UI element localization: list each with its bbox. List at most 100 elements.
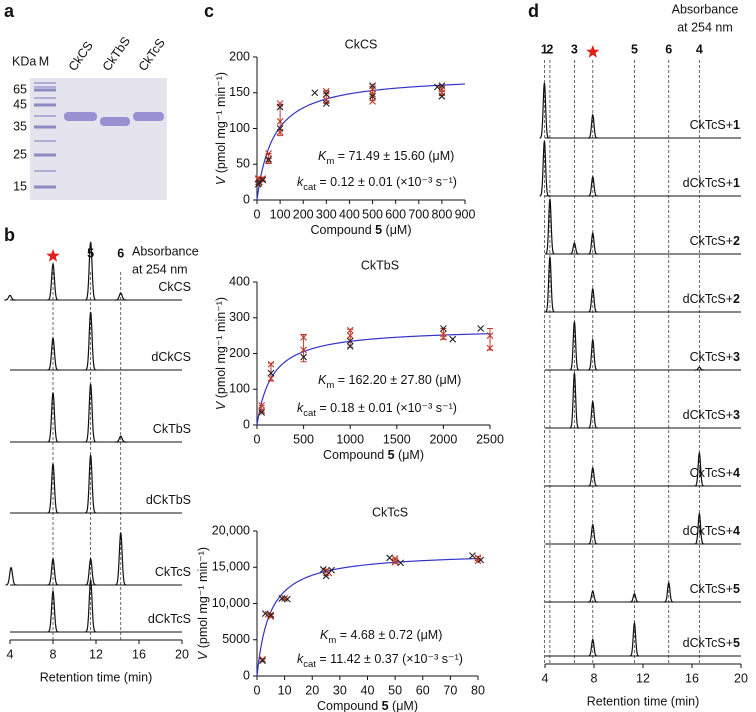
peak [4, 294, 16, 301]
annotation: Km = 162.20 ± 27.80 (μM) [318, 373, 461, 390]
trace-label: dCkCS [151, 350, 191, 364]
peak [694, 366, 705, 371]
text-segment: = 71.49 ± 15.60 (μM) [334, 149, 454, 163]
annotation: kcat = 0.18 ± 0.01 (×10⁻³ s⁻¹) [297, 401, 457, 418]
peak [629, 620, 640, 657]
trace-compound: 5 [733, 636, 740, 650]
trace-name: dCkTcS+ [683, 176, 733, 190]
data-point [386, 554, 393, 562]
data-point [440, 334, 447, 341]
trace-compound: 4 [733, 524, 740, 538]
y-tick-label: 15,000 [212, 560, 250, 574]
chart-title: CkTbS [361, 258, 399, 272]
trace-label: CkTcS [155, 565, 191, 579]
text-segment: m [328, 635, 336, 646]
text-segment: (pmol mg⁻¹ min⁻¹) [214, 72, 228, 177]
x-tick-label: 2000 [429, 432, 457, 446]
data-point [397, 559, 405, 567]
data-point [267, 360, 275, 368]
peak [47, 336, 59, 371]
ladder-band [34, 115, 56, 117]
y-axis-label: V (pmol mg⁻¹ min⁻¹) [214, 297, 228, 410]
text-segment: 5 [388, 448, 395, 462]
x-tick-label: 10 [278, 683, 292, 697]
peak [587, 113, 598, 139]
peak-label: 4 [696, 42, 703, 56]
text-segment: k [297, 401, 304, 415]
annotation: kcat = 0.12 ± 0.01 (×10⁻³ s⁻¹) [297, 175, 457, 192]
x-tick-label: 700 [408, 207, 429, 221]
text-segment: V [214, 175, 228, 185]
trace-name: CkTcS+ [690, 582, 733, 596]
trace-label: CkTcS+2 [690, 234, 740, 248]
x-tick-label: 4 [7, 647, 14, 661]
panel-label: b [4, 225, 15, 245]
y-tick-label: 150 [229, 85, 250, 99]
y-tick-label: 0 [243, 668, 250, 682]
text-segment: 5 [382, 699, 389, 712]
x-tick-label: 20 [175, 647, 189, 661]
y-axis-label: V (pmol mg⁻¹ min⁻¹) [196, 547, 210, 660]
data-point [477, 556, 485, 564]
peak [587, 523, 598, 545]
text-segment: cat [303, 659, 316, 670]
y-tick-label: 200 [229, 49, 250, 63]
trace-compound: 4 [733, 466, 740, 480]
data-point [276, 117, 284, 125]
text-segment: K [320, 628, 329, 642]
fit-curve [256, 557, 479, 677]
peak [539, 140, 550, 197]
text-segment: 5 [375, 223, 382, 237]
trace-name: dCkCS [151, 350, 191, 364]
ladder-band [34, 82, 56, 84]
data-point [486, 344, 494, 352]
trace-label: dCkTcS+3 [683, 408, 740, 422]
y-tick-label: 100 [229, 382, 250, 396]
text-segment: K [318, 373, 327, 387]
trace-name: dCkTcS+ [683, 524, 733, 538]
peak [539, 82, 550, 139]
peak [587, 638, 598, 657]
peak [47, 557, 59, 586]
data-point [369, 90, 376, 98]
marker-label: 15 [13, 179, 27, 193]
ladder-band [34, 170, 56, 172]
marker-label: 35 [13, 119, 27, 133]
trace-label: CkTcS+4 [690, 466, 740, 480]
star-marker [586, 45, 600, 58]
panel-label: c [204, 1, 214, 21]
data-point [391, 555, 399, 562]
trace-label: dCkTcS+4 [683, 524, 740, 538]
x-tick-label: 200 [293, 207, 314, 221]
ladder-band [34, 97, 56, 99]
data-point [300, 353, 307, 361]
trace-compound: 3 [733, 350, 740, 364]
detector-label: at 254 nm [677, 20, 733, 34]
trace-compound: 2 [733, 292, 740, 306]
peak [47, 392, 59, 443]
text-segment: = 162.20 ± 27.80 (μM) [334, 373, 461, 387]
peak [84, 383, 97, 443]
data-point [319, 566, 327, 573]
trace-label: CkCS [158, 280, 191, 294]
peak [84, 311, 97, 371]
lane-label: CkCS [66, 39, 96, 74]
data-point [486, 332, 494, 340]
y-tick-label: 100 [229, 121, 250, 135]
trace-label: CkTcS+1 [690, 118, 740, 132]
data-point [322, 90, 330, 98]
data-point [259, 657, 266, 665]
trace-name: CkTcS+ [690, 118, 733, 132]
text-segment: (μM) [382, 223, 411, 237]
gel-unit: KDa [12, 54, 36, 68]
peak [587, 399, 598, 429]
peak [115, 435, 127, 443]
trace-label: dCkTcS+1 [683, 176, 740, 190]
gel [30, 78, 167, 200]
y-tick-label: 20,000 [212, 523, 250, 537]
trace-name: dCkTcS+ [683, 408, 733, 422]
data-point [258, 409, 266, 416]
x-tick-label: 300 [316, 207, 337, 221]
data-point [276, 103, 284, 111]
y-tick-label: 50 [236, 157, 250, 171]
